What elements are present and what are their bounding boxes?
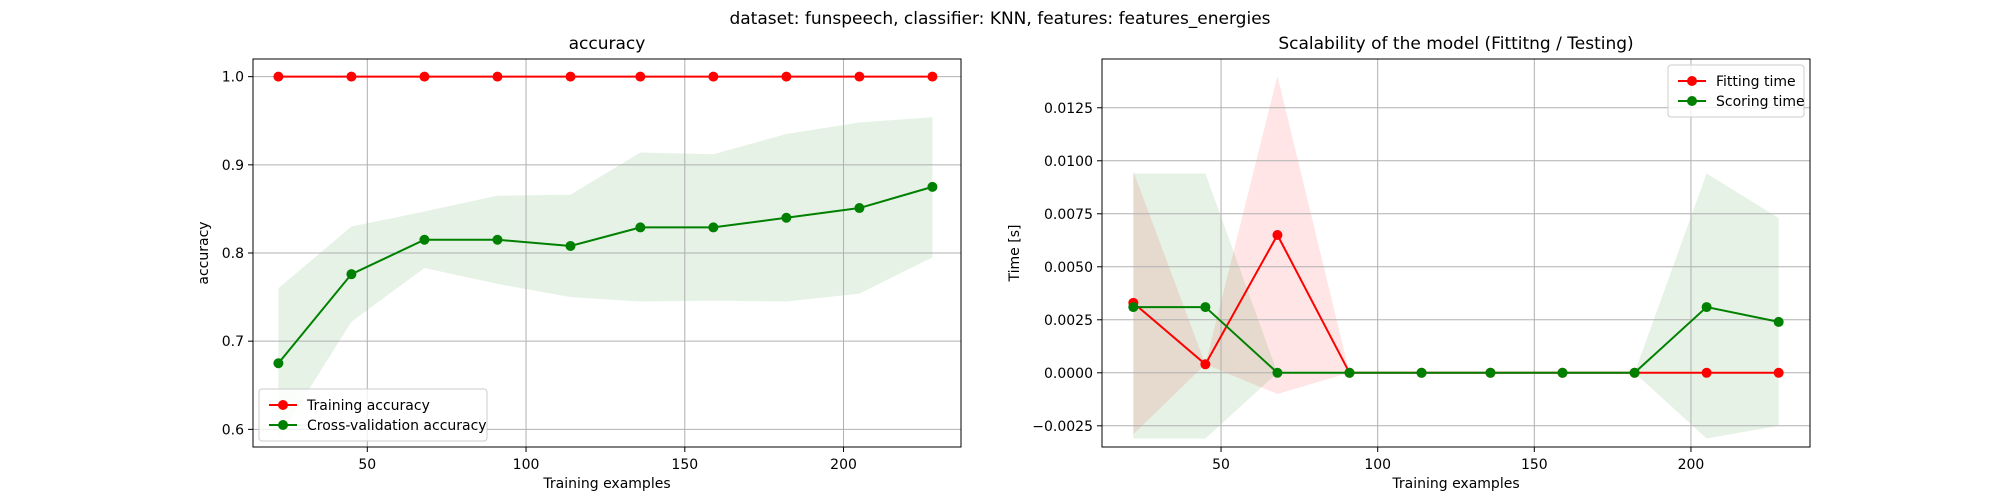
point-fitting-time (1200, 359, 1211, 370)
x-axis-label: Training examples (1391, 476, 1519, 492)
legend-swatch-marker (278, 420, 288, 430)
legend-entry: Training accuracy (306, 398, 430, 414)
y-tick-label: 0.0025 (1044, 313, 1093, 329)
point-fitting-time (1701, 367, 1712, 378)
y-tick-label: 0.6 (222, 422, 244, 438)
point-scoring-time (1701, 302, 1712, 313)
band-cross-validation-accuracy (278, 117, 933, 439)
accuracy-chart: 50 100 150 200 0.6 0.7 0.8 0.9 1.0 accuracy Trai… (196, 34, 962, 492)
point-scoring-time (1200, 302, 1211, 313)
point-training-accuracy (273, 71, 284, 82)
y-tick-label: 0.7 (222, 334, 244, 350)
point-cross-validation-accuracy (708, 222, 719, 233)
legend-swatch-marker (1687, 96, 1697, 106)
point-scoring-time (1416, 367, 1427, 378)
point-training-accuracy (419, 71, 430, 82)
point-cross-validation-accuracy (781, 212, 792, 223)
plot-frame (1101, 58, 1811, 448)
band-scoring-time (1133, 173, 1779, 439)
point-training-accuracy (346, 71, 357, 82)
y-axis-label: accuracy (196, 221, 212, 284)
y-tick-label: 0.0075 (1044, 207, 1093, 223)
chart-title: accuracy (569, 34, 646, 54)
point-training-accuracy (854, 71, 865, 82)
point-training-accuracy (781, 71, 792, 82)
legend-box (1667, 64, 1805, 118)
point-cross-validation-accuracy (273, 358, 284, 369)
point-training-accuracy (565, 71, 576, 82)
point-scoring-time (1629, 367, 1640, 378)
point-cross-validation-accuracy (419, 234, 430, 245)
x-tick-label: 50 (358, 457, 376, 473)
y-tick-label: 1.0 (222, 70, 244, 86)
legend-entry: Fitting time (1716, 74, 1796, 90)
point-cross-validation-accuracy (854, 203, 865, 214)
point-cross-validation-accuracy (492, 234, 503, 245)
point-training-accuracy (927, 71, 938, 82)
legend: Fitting time Scoring time (1667, 64, 1805, 118)
scalability-chart: 50 100 150 200 −0.0025 0.0000 0.0025 0.0050 0.00… (1007, 34, 1811, 492)
point-scoring-time (1557, 367, 1568, 378)
point-training-accuracy (708, 71, 719, 82)
chart-title: Scalability of the model (Fittitng / Tes… (1278, 34, 1633, 54)
y-tick-label: 0.8 (222, 246, 244, 262)
point-scoring-time (1344, 367, 1355, 378)
point-scoring-time (1128, 302, 1139, 313)
point-fitting-time (1272, 229, 1283, 240)
y-tick-label: −0.0025 (1032, 419, 1093, 435)
plot-frame (252, 58, 962, 448)
legend-swatch-marker (1687, 76, 1697, 86)
y-tick-label: 0.0000 (1044, 366, 1093, 382)
y-tick-label: 0.0050 (1044, 260, 1093, 276)
point-scoring-time (1272, 367, 1283, 378)
x-axis-label: Training examples (542, 476, 670, 492)
line-scoring-time (1133, 305, 1779, 374)
point-cross-validation-accuracy (346, 269, 357, 280)
point-scoring-time (1773, 316, 1784, 327)
y-tick-label: 0.0125 (1044, 101, 1093, 117)
x-tick-label: 100 (513, 457, 540, 473)
x-tick-label: 100 (1364, 457, 1391, 473)
legend-entry: Scoring time (1716, 94, 1805, 110)
figure-suptitle: dataset: funspeech, classifier: KNN, fea… (729, 9, 1270, 29)
point-cross-validation-accuracy (565, 240, 576, 251)
point-scoring-time (1485, 367, 1496, 378)
y-axis-label: Time [s] (1007, 225, 1023, 283)
point-cross-validation-accuracy (635, 222, 646, 233)
x-tick-label: 150 (1521, 457, 1548, 473)
x-tick-label: 150 (671, 457, 698, 473)
x-tick-label: 50 (1212, 457, 1230, 473)
point-training-accuracy (492, 71, 503, 82)
point-fitting-time (1773, 367, 1784, 378)
legend-entry: Cross-validation accuracy (307, 418, 487, 434)
x-tick-label: 200 (1678, 457, 1705, 473)
y-tick-label: 0.9 (222, 158, 244, 174)
x-tick-label: 200 (830, 457, 857, 473)
y-tick-label: 0.0100 (1044, 154, 1093, 170)
point-training-accuracy (635, 71, 646, 82)
band-fitting-time (1133, 75, 1779, 435)
legend-swatch-marker (278, 400, 288, 410)
legend: Training accuracy Cross-validation accura… (258, 388, 488, 442)
legend-box (258, 388, 488, 442)
line-cross-validation-accuracy (277, 185, 933, 364)
point-cross-validation-accuracy (927, 181, 938, 192)
